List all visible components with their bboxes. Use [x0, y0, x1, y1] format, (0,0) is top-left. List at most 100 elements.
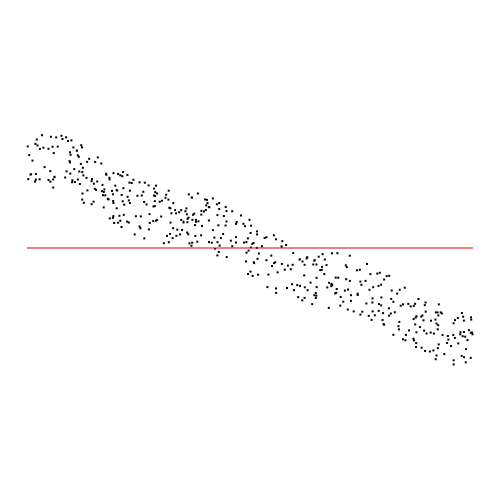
data-point	[90, 203, 93, 206]
data-point	[432, 332, 435, 335]
data-point	[240, 214, 242, 217]
data-point	[327, 306, 330, 309]
data-point	[265, 236, 268, 239]
data-point	[437, 314, 440, 317]
data-point	[432, 349, 435, 352]
data-point	[403, 286, 406, 289]
data-point	[404, 333, 407, 336]
data-point	[464, 335, 467, 338]
data-point	[260, 245, 263, 248]
data-point	[217, 224, 220, 227]
data-point	[365, 302, 368, 305]
data-point	[369, 273, 372, 276]
data-point	[65, 170, 68, 173]
data-point	[414, 302, 417, 305]
data-point	[452, 363, 455, 366]
data-point	[349, 299, 352, 302]
data-point	[398, 320, 401, 323]
data-point	[101, 190, 104, 193]
data-point	[93, 187, 96, 190]
data-point	[167, 241, 170, 244]
data-point	[112, 200, 115, 202]
data-point	[312, 263, 315, 266]
data-point	[266, 286, 269, 289]
data-point	[114, 184, 117, 187]
data-point	[309, 281, 312, 284]
data-point	[412, 318, 415, 321]
data-point	[273, 262, 275, 265]
data-point	[378, 303, 380, 306]
data-point	[185, 213, 188, 216]
data-point	[408, 329, 410, 332]
data-point	[166, 234, 168, 237]
data-point	[323, 258, 326, 261]
data-point	[225, 210, 228, 213]
data-point	[143, 237, 146, 240]
data-point	[314, 292, 317, 295]
data-point	[371, 297, 374, 300]
data-point	[73, 168, 76, 171]
data-point	[81, 171, 84, 174]
data-point	[49, 135, 52, 138]
data-point	[231, 210, 234, 213]
data-point	[165, 193, 168, 196]
data-point	[143, 201, 146, 203]
data-point	[224, 224, 227, 227]
data-point	[47, 147, 50, 150]
data-point	[352, 310, 355, 313]
data-point	[467, 329, 470, 332]
data-point	[382, 312, 385, 315]
data-point	[171, 237, 174, 240]
data-point	[280, 245, 283, 248]
data-point	[225, 256, 228, 259]
data-point	[49, 170, 52, 173]
data-point	[315, 276, 318, 279]
data-point	[90, 180, 93, 183]
data-point	[134, 215, 137, 218]
data-point	[283, 268, 286, 271]
data-point	[440, 312, 443, 315]
data-point	[450, 345, 453, 347]
data-point	[306, 289, 309, 292]
data-point	[112, 202, 115, 204]
data-point	[415, 315, 418, 318]
data-point	[380, 296, 383, 299]
data-point	[447, 338, 450, 341]
data-point	[437, 303, 440, 306]
data-point	[420, 346, 423, 349]
data-point	[79, 162, 82, 165]
data-point	[231, 245, 234, 248]
data-point	[399, 304, 402, 307]
data-point	[160, 215, 163, 218]
data-point	[176, 228, 179, 231]
data-point	[355, 269, 358, 272]
data-point	[436, 311, 439, 314]
data-point	[132, 178, 135, 181]
data-point	[439, 311, 442, 314]
data-point	[348, 254, 351, 257]
data-point	[423, 304, 426, 307]
data-point	[289, 268, 292, 271]
data-point	[65, 136, 68, 139]
data-point	[459, 333, 462, 336]
data-point	[78, 183, 81, 185]
data-point	[434, 318, 437, 321]
data-point	[194, 218, 197, 221]
data-point	[275, 291, 278, 294]
data-point	[245, 241, 248, 244]
data-point	[218, 202, 221, 205]
data-point	[437, 324, 440, 327]
data-point	[139, 227, 142, 230]
data-point	[200, 213, 203, 216]
data-point	[123, 203, 126, 206]
data-point	[366, 263, 368, 265]
data-point	[188, 242, 191, 245]
data-point	[69, 151, 71, 154]
data-point	[155, 219, 157, 222]
data-point	[208, 206, 211, 209]
data-point	[418, 326, 421, 329]
data-point	[101, 183, 104, 186]
data-point	[397, 325, 400, 328]
data-point	[113, 222, 116, 224]
data-point	[91, 178, 93, 181]
